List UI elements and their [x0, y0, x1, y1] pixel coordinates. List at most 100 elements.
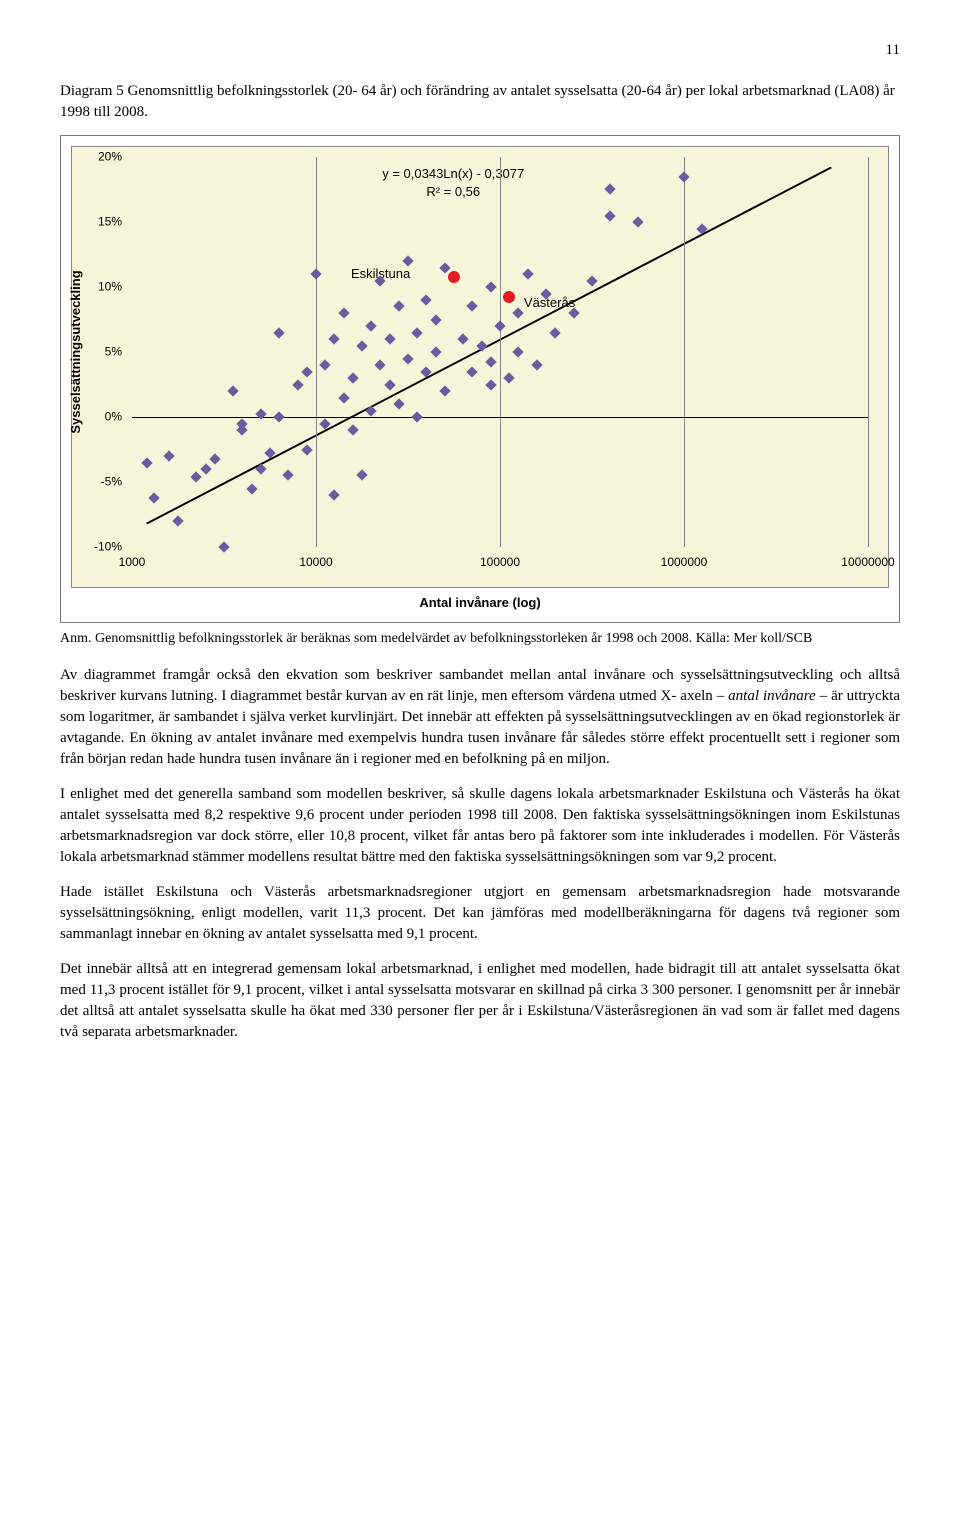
- data-point: [393, 301, 404, 312]
- data-point: [522, 268, 533, 279]
- grid-line-vertical: [316, 157, 317, 547]
- grid-line-vertical: [868, 157, 869, 547]
- annotation-vasteras: Västerås: [524, 294, 575, 312]
- x-axis-title: Antal invånare (log): [71, 594, 889, 612]
- x-tick-label: 10000: [299, 554, 332, 571]
- data-point: [485, 281, 496, 292]
- data-point: [697, 223, 708, 234]
- data-point: [329, 489, 340, 500]
- paragraph-2: I enlighet med det generella samband som…: [60, 784, 900, 868]
- y-tick-label: -5%: [82, 474, 122, 491]
- highlight-point: [503, 291, 515, 303]
- data-point: [338, 307, 349, 318]
- grid-line-vertical: [500, 157, 501, 547]
- data-point: [320, 359, 331, 370]
- data-point: [504, 372, 515, 383]
- data-point: [255, 409, 266, 420]
- data-point: [264, 448, 275, 459]
- equation-1: y = 0,0343Ln(x) - 0,3077: [382, 165, 524, 183]
- data-point: [513, 307, 524, 318]
- grid-line-vertical: [684, 157, 685, 547]
- data-point: [494, 320, 505, 331]
- equation-label: y = 0,0343Ln(x) - 0,3077 R² = 0,56: [382, 165, 524, 201]
- data-point: [255, 463, 266, 474]
- source-note: Anm. Genomsnittlig befolkningsstorlek är…: [60, 629, 900, 649]
- y-tick-label: -10%: [82, 539, 122, 556]
- data-point: [320, 418, 331, 429]
- data-point: [375, 359, 386, 370]
- y-tick-label: 15%: [82, 214, 122, 231]
- data-point: [172, 515, 183, 526]
- data-point: [141, 457, 152, 468]
- y-tick-label: 5%: [82, 344, 122, 361]
- data-point: [366, 405, 377, 416]
- data-point: [148, 492, 159, 503]
- x-tick-label: 1000000: [661, 554, 708, 571]
- data-point: [421, 294, 432, 305]
- data-point: [485, 357, 496, 368]
- data-point: [163, 450, 174, 461]
- data-point: [412, 327, 423, 338]
- data-point: [467, 366, 478, 377]
- data-point: [467, 301, 478, 312]
- data-point: [605, 210, 616, 221]
- data-point: [439, 385, 450, 396]
- data-point: [476, 340, 487, 351]
- data-point: [209, 453, 220, 464]
- data-point: [366, 320, 377, 331]
- data-point: [274, 327, 285, 338]
- data-point: [310, 268, 321, 279]
- x-tick-label: 1000: [119, 554, 146, 571]
- data-point: [678, 171, 689, 182]
- chart-container: Sysselsättningsutveckling y = 0,0343Ln(x…: [60, 135, 900, 623]
- data-point: [347, 424, 358, 435]
- para1-italic: antal invånare: [728, 688, 816, 704]
- data-point: [356, 340, 367, 351]
- data-point: [329, 333, 340, 344]
- data-point: [402, 353, 413, 364]
- data-point: [531, 359, 542, 370]
- data-point: [301, 366, 312, 377]
- data-point: [513, 346, 524, 357]
- data-point: [421, 366, 432, 377]
- page-number: 11: [60, 40, 900, 61]
- data-point: [605, 184, 616, 195]
- plot-area: Sysselsättningsutveckling y = 0,0343Ln(x…: [132, 157, 868, 547]
- data-point: [458, 333, 469, 344]
- data-point: [200, 463, 211, 474]
- y-tick-label: 20%: [82, 149, 122, 166]
- data-point: [191, 471, 202, 482]
- data-point: [384, 333, 395, 344]
- data-point: [430, 314, 441, 325]
- data-point: [347, 372, 358, 383]
- x-tick-label: 10000000: [841, 554, 894, 571]
- figure-title: Diagram 5 Genomsnittlig befolkningsstorl…: [60, 81, 900, 123]
- data-point: [274, 411, 285, 422]
- data-point: [393, 398, 404, 409]
- data-point: [586, 275, 597, 286]
- data-point: [218, 541, 229, 552]
- y-tick-label: 0%: [82, 409, 122, 426]
- data-point: [283, 470, 294, 481]
- x-tick-label: 100000: [480, 554, 520, 571]
- chart-plot-background: Sysselsättningsutveckling y = 0,0343Ln(x…: [71, 146, 889, 588]
- paragraph-4: Det innebär alltså att en integrerad gem…: [60, 959, 900, 1043]
- data-point: [237, 424, 248, 435]
- data-point: [292, 379, 303, 390]
- data-point: [356, 470, 367, 481]
- data-point: [338, 392, 349, 403]
- y-tick-label: 10%: [82, 279, 122, 296]
- data-point: [430, 346, 441, 357]
- highlight-point: [448, 271, 460, 283]
- data-point: [228, 385, 239, 396]
- paragraph-3: Hade istället Eskilstuna och Västerås ar…: [60, 882, 900, 945]
- data-point: [246, 483, 257, 494]
- equation-2: R² = 0,56: [382, 183, 524, 201]
- paragraph-1: Av diagrammet framgår också den ekvation…: [60, 665, 900, 770]
- data-point: [301, 444, 312, 455]
- data-point: [412, 411, 423, 422]
- data-point: [485, 379, 496, 390]
- data-point: [632, 216, 643, 227]
- data-point: [550, 327, 561, 338]
- data-point: [384, 379, 395, 390]
